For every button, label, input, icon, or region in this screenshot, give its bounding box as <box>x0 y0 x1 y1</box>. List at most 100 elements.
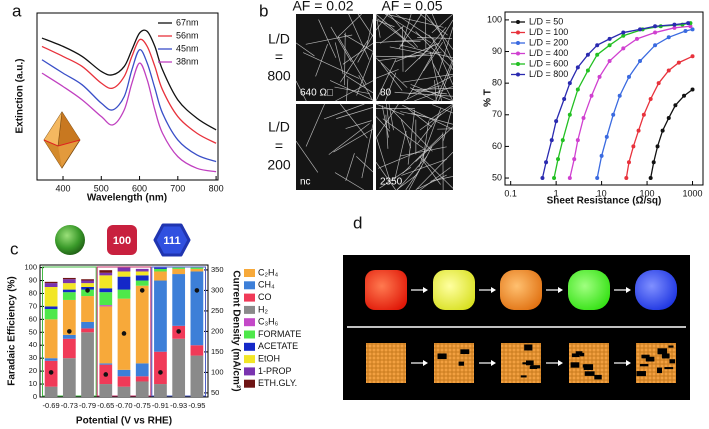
bar-segment <box>117 271 131 277</box>
nanowire <box>399 146 447 157</box>
nanowire <box>330 26 352 63</box>
nanowire <box>376 137 390 180</box>
legend-swatch <box>244 269 255 277</box>
y-tick-label: 100 <box>487 14 502 24</box>
nanowire <box>358 75 374 102</box>
legend-swatch <box>244 318 255 327</box>
bar-segment <box>190 267 204 269</box>
bar-segment <box>190 268 204 272</box>
nanowire <box>425 13 454 50</box>
tile-label: nc <box>300 177 311 188</box>
legend-label: L/D = 200 <box>529 37 568 47</box>
y-tick-label: 50 <box>492 172 502 182</box>
erosion <box>575 351 583 355</box>
nanowire <box>345 120 372 129</box>
current-density-point <box>103 372 109 377</box>
nanowire <box>340 103 368 139</box>
arrow-head <box>423 360 428 366</box>
current-density-point <box>139 288 145 293</box>
legend-marker <box>516 20 520 24</box>
series-marker <box>636 128 641 133</box>
erosion <box>522 362 530 365</box>
erosion <box>636 371 646 377</box>
series-line <box>596 28 693 179</box>
legend-label: FORMATE <box>258 329 301 339</box>
legend-label: 56nm <box>176 30 199 40</box>
nanowire <box>396 156 428 191</box>
y2-tick-label: 100 <box>211 367 224 376</box>
y-tick-label: 90 <box>29 276 37 285</box>
nanowire <box>435 59 454 102</box>
bar-segment <box>117 376 131 387</box>
y-axis-label: % T <box>483 89 494 107</box>
series-marker <box>599 153 604 158</box>
nanowire <box>404 44 434 72</box>
legend-swatch <box>244 367 255 376</box>
nanowire <box>400 119 412 149</box>
x-axis-label: Potential (V vs RHE) <box>76 416 172 427</box>
nanowire <box>419 156 441 185</box>
nanowire <box>336 107 374 119</box>
nanowire <box>410 84 454 102</box>
current-density-point <box>176 329 181 334</box>
series-marker <box>655 144 660 149</box>
series-marker <box>672 22 677 27</box>
series-marker <box>585 52 590 57</box>
nanowire <box>366 18 374 48</box>
panel-label: c <box>10 239 19 258</box>
bar-segment <box>81 296 94 322</box>
nanowire <box>377 51 442 62</box>
bar-segment <box>154 280 167 352</box>
series-marker <box>690 27 695 32</box>
bar-segment <box>81 280 94 284</box>
current-density-point <box>121 331 127 336</box>
x-tick-label: -0.65 <box>97 401 114 410</box>
y-tick-label: 60 <box>492 141 502 151</box>
series-marker <box>575 87 580 92</box>
series-marker <box>560 138 565 143</box>
nanowire <box>315 44 328 77</box>
bar-segment <box>62 289 76 293</box>
bar-segment <box>135 376 149 382</box>
nanowire <box>375 161 397 191</box>
nanowire <box>407 108 432 128</box>
legend-label: 67nm <box>176 17 199 27</box>
x-tick-label: 600 <box>132 183 147 193</box>
nanowire <box>396 174 418 190</box>
legend-label: EtOH <box>258 353 280 363</box>
series-line <box>625 55 693 179</box>
series-marker <box>567 176 572 181</box>
series-marker <box>690 54 695 59</box>
bar-segment <box>99 305 113 307</box>
x-tick-label: 0.1 <box>504 188 517 198</box>
series-marker <box>660 128 665 133</box>
erosion <box>594 374 602 380</box>
x-tick-label: -0.69 <box>43 401 60 410</box>
column-label: AF = 0.02 <box>292 0 353 14</box>
series-marker <box>597 74 602 79</box>
nanowire <box>434 80 437 102</box>
nanowire <box>379 25 404 44</box>
nanowire <box>375 69 399 79</box>
erosion <box>664 367 674 370</box>
nanowire <box>345 153 355 182</box>
legend-swatch <box>244 281 255 290</box>
y2-tick-label: 350 <box>211 265 224 274</box>
series-marker <box>648 96 653 101</box>
series-line <box>41 49 217 163</box>
bar-segment <box>154 384 167 397</box>
series-marker <box>595 43 600 48</box>
nanowire <box>430 176 454 182</box>
nanowire <box>384 13 431 44</box>
bar-segment <box>135 381 149 397</box>
nanowire <box>385 13 444 28</box>
nanowire <box>432 62 454 102</box>
y2-tick-label: 300 <box>211 285 224 294</box>
series-line <box>41 29 217 131</box>
nanowire <box>428 103 454 121</box>
series-marker <box>607 36 612 41</box>
legend-swatch <box>244 330 255 339</box>
octahedron-icon <box>43 111 81 169</box>
series-marker <box>653 24 658 29</box>
series-marker <box>621 30 626 35</box>
